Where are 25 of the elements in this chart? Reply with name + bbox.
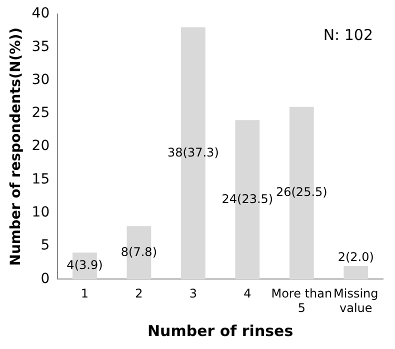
y-tick-label: 35 [32, 38, 50, 55]
bar [344, 266, 368, 280]
data-label: 38(37.3) [168, 145, 219, 160]
y-tick-label: 0 [40, 270, 50, 287]
x-tick-label: Missing value [334, 286, 378, 315]
data-label: 8(7.8) [120, 244, 158, 259]
y-tick-label: 10 [32, 204, 50, 221]
annotation: N: 102 [323, 26, 373, 44]
y-tick-label: 15 [32, 171, 50, 188]
y-tick-label: 25 [32, 105, 50, 122]
y-tick-label: 30 [32, 72, 50, 88]
y-tick-label: 5 [40, 238, 50, 254]
x-tick-label: 4 [244, 286, 252, 301]
x-tick-label: 1 [80, 286, 89, 301]
x-tick-label: 3 [189, 286, 198, 301]
data-label: 4(3.9) [66, 258, 103, 272]
x-axis-title: Number of rinses [147, 322, 294, 340]
data-label: 26(25.5) [276, 185, 328, 200]
y-tick-label: 40 [32, 6, 50, 22]
x-tick-label: More than 5 [271, 286, 332, 315]
y-axis-title: Number of respondents(N(%)) [8, 27, 24, 266]
y-tick-label: 20 [32, 138, 50, 154]
data-label: 2(2.0) [338, 250, 374, 264]
data-label: 24(23.5) [222, 192, 274, 206]
x-tick-label: 2 [135, 286, 143, 301]
